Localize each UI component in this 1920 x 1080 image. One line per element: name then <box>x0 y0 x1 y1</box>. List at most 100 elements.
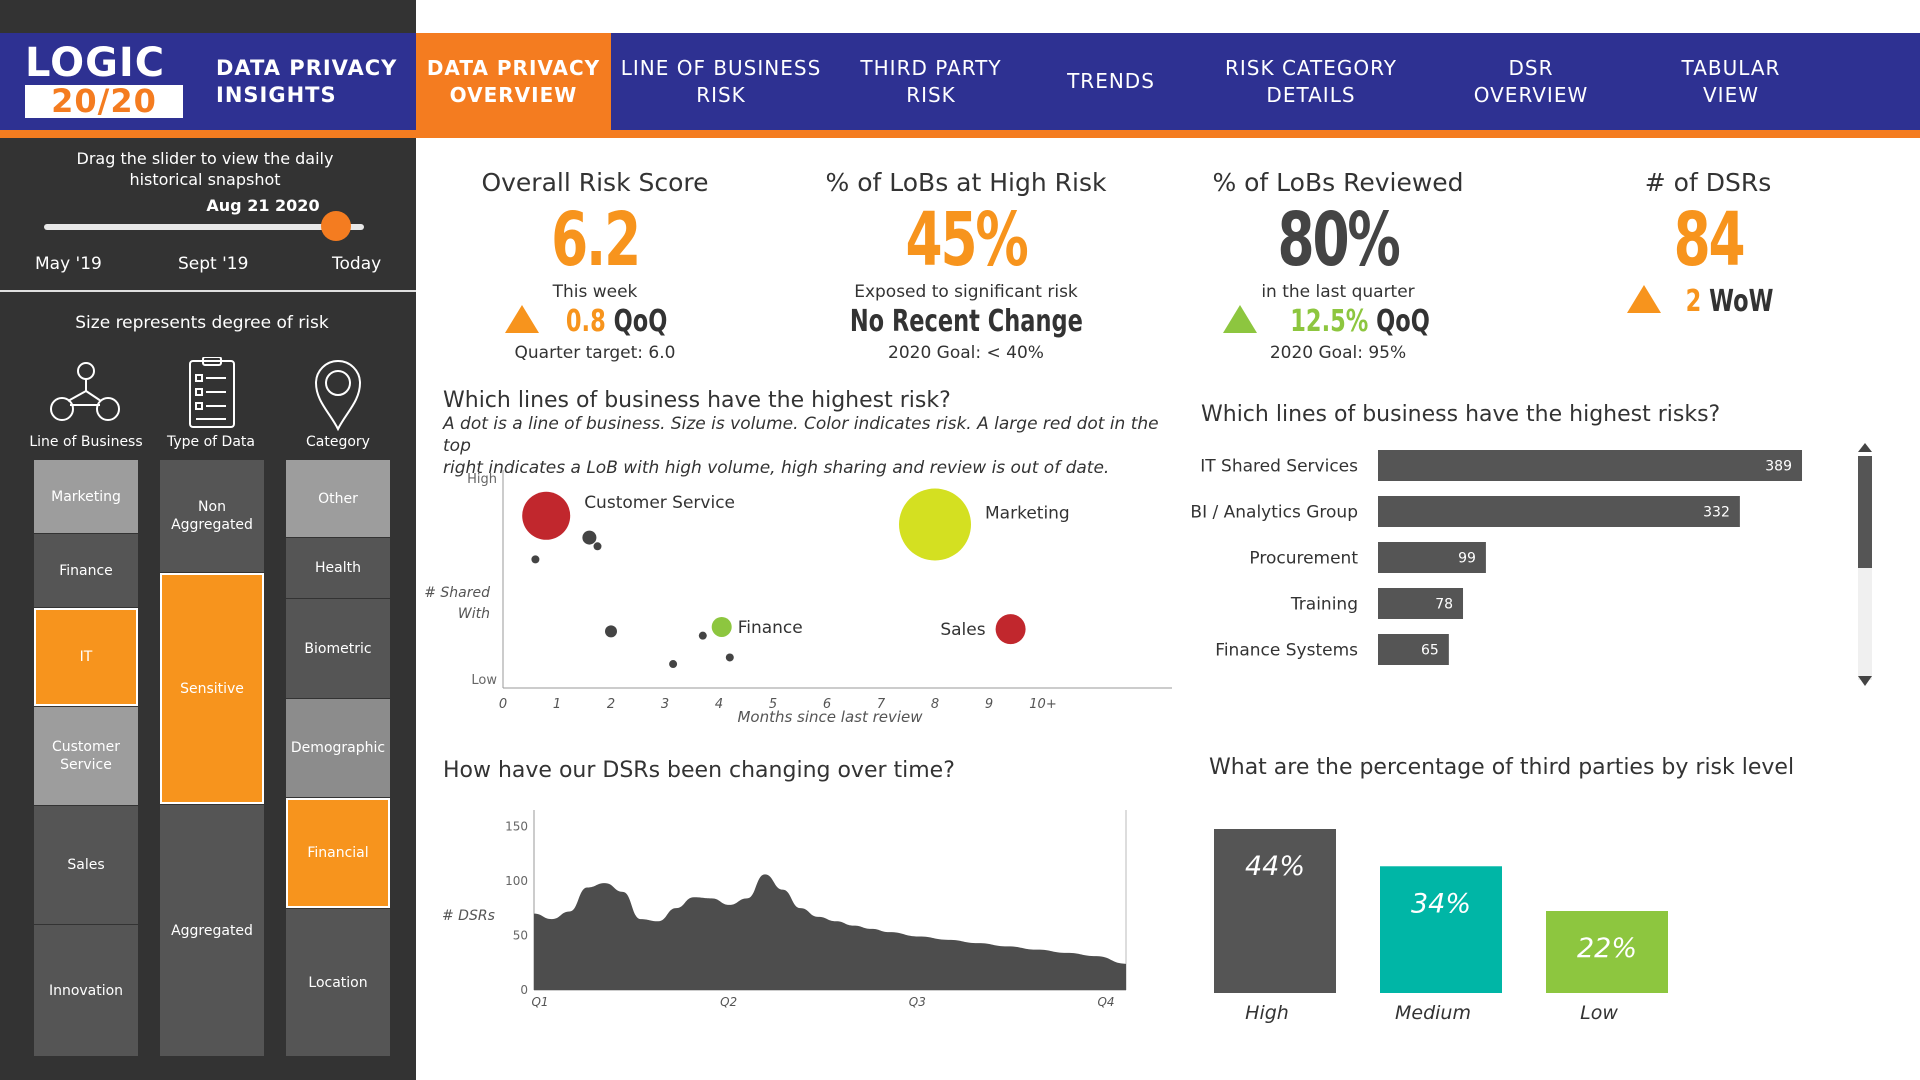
slider-handle[interactable] <box>321 211 351 241</box>
bar-value-label: 78 <box>1435 597 1453 613</box>
scatter-point <box>669 660 678 669</box>
treemap-tile[interactable]: IT <box>34 608 138 706</box>
kpi-lobs-high-risk: % of LoBs at High Risk 45% Exposed to si… <box>806 168 1126 364</box>
x-tick-label: 3 <box>661 697 669 712</box>
y-axis-label: # DSRs <box>442 908 495 924</box>
kpi-footnote: 2020 Goal: < 40% <box>888 343 1044 363</box>
slider-track[interactable] <box>44 224 364 230</box>
left-panel: LOGIC 20/20 DATA PRIVACY INSIGHTS Drag t… <box>0 0 416 1080</box>
bar-value-label: 99 <box>1458 551 1476 567</box>
bar-category-label: High <box>1245 1002 1289 1024</box>
kpi-change-value: No Recent Change <box>849 304 1083 339</box>
kpi-subtitle: This week <box>552 282 638 302</box>
tab-dsr-overview[interactable]: DSR OVERVIEW <box>1473 55 1589 107</box>
treemap-tile[interactable]: Customer Service <box>34 707 138 805</box>
treemap-tile[interactable]: Non Aggregated <box>160 460 264 572</box>
x-tick-label: 2 <box>607 697 615 712</box>
x-tick-label: 10+ <box>1029 697 1056 712</box>
treemap-tile[interactable]: Other <box>286 460 390 537</box>
network-icon <box>50 362 120 421</box>
scatter-point-label: Marketing <box>985 504 1070 524</box>
scatter-point-label: Finance <box>738 618 803 638</box>
treemap-tile[interactable]: Sales <box>34 806 138 924</box>
kpi-value: 6.2 <box>551 197 641 283</box>
bar-category-label: IT Shared Services <box>1200 457 1358 477</box>
bar-category-label: Finance Systems <box>1215 641 1358 661</box>
tab-line-of-business-risk[interactable]: LINE OF BUSINESS RISK <box>620 55 822 107</box>
treemap-tile[interactable]: Location <box>286 909 390 1056</box>
kpi-change-suffix: WoW <box>1709 284 1774 319</box>
tab-data-privacy-overview[interactable]: DATA PRIVACY OVERVIEW <box>416 33 611 130</box>
treemap-tile[interactable]: Finance <box>34 534 138 607</box>
tab-trends[interactable]: TRENDS <box>1067 69 1155 93</box>
scatter-point <box>582 530 597 545</box>
tab-tabular-view[interactable]: TABULAR VIEW <box>1681 55 1781 107</box>
logo[interactable]: LOGIC 20/20 <box>25 43 187 119</box>
y-axis-high-label: High <box>467 472 497 487</box>
bar <box>1214 829 1336 993</box>
treemap-tile[interactable]: Innovation <box>34 925 138 1056</box>
treemap-tile[interactable]: Demographic <box>286 699 390 797</box>
tab-risk-category-details[interactable]: RISK CATEGORY DETAILS <box>1225 55 1397 107</box>
bar-value-label: 389 <box>1765 459 1792 475</box>
trend-up-icon <box>1222 305 1257 333</box>
app-title: DATA PRIVACY INSIGHTS <box>216 55 406 109</box>
scroll-up-icon[interactable] <box>1858 443 1872 452</box>
bar-category-label: Medium <box>1395 1002 1471 1024</box>
x-tick-label: 1 <box>553 697 561 712</box>
logo-top-text: LOGIC <box>25 40 166 86</box>
x-tick-label: Q1 <box>531 995 548 1009</box>
treemap-tile[interactable]: Aggregated <box>160 805 264 1056</box>
scatter-point <box>522 491 571 540</box>
top-navigation: DATA PRIVACY OVERVIEW LINE OF BUSINESS RIS… <box>416 33 1920 130</box>
lob-risk-bar-chart: IT Shared Services 389 BI / Analytics Grou… <box>1190 443 1872 686</box>
treemap-tile[interactable]: Marketing <box>34 460 138 533</box>
kpi-value: 80% <box>1277 197 1400 283</box>
kpi-value: 45% <box>905 197 1028 283</box>
x-tick-label: 5 <box>769 697 777 712</box>
date-slider-section: Drag the slider to view the daily histor… <box>0 138 416 290</box>
treemap-tile[interactable]: Financial <box>286 798 390 908</box>
y-axis-label: # Shared <box>424 585 490 601</box>
scatter-point <box>995 614 1026 645</box>
kpi-lobs-reviewed: % of LoBs Reviewed 80% in the last quart… <box>1178 168 1498 364</box>
y-tick-label: 0 <box>520 983 528 997</box>
kpi-subtitle: Exposed to significant risk <box>854 282 1078 302</box>
scatter-point <box>725 653 734 662</box>
dsr-trend-area-chart: 0 50 100 150 # DSRs Q1 Q2 Q3 Q4 <box>442 810 1127 1009</box>
area-title: How have our DSRs been changing over tim… <box>443 758 955 783</box>
slider-label-end: Today <box>332 254 382 274</box>
scatter-point <box>711 616 732 637</box>
tab-third-party-risk[interactable]: THIRD PARTY RISK <box>860 55 1002 107</box>
bar-value-label: 34% <box>1411 888 1471 919</box>
x-tick-label: 4 <box>715 697 723 712</box>
kpi-title: Overall Risk Score <box>481 168 709 197</box>
kpi-value: 84 <box>1673 197 1745 283</box>
divider <box>0 290 416 292</box>
scrollbar-thumb[interactable] <box>1858 456 1872 568</box>
treemap-caption: Size represents degree of risk <box>75 313 329 333</box>
scroll-down-icon[interactable] <box>1858 676 1872 686</box>
kpi-change-suffix: QoQ <box>613 304 668 339</box>
treemap-tile[interactable]: Sensitive <box>160 573 264 804</box>
x-tick-label: 8 <box>931 697 939 712</box>
y-tick-label: 50 <box>513 928 528 942</box>
x-tick-label: 6 <box>823 697 831 712</box>
kpi-change-suffix: QoQ <box>1376 304 1430 339</box>
treemap-tile[interactable]: Health <box>286 538 390 598</box>
header-accent-bar <box>0 130 416 138</box>
scatter-description: A dot is a line of business. Size is vol… <box>443 414 1159 478</box>
treemap-column-label: Line of Business <box>29 434 143 450</box>
y-axis-label: With <box>458 606 490 622</box>
scatter-point-label: Customer Service <box>584 493 735 513</box>
dsr-area-series <box>534 874 1126 990</box>
nav-accent-bar <box>416 130 1920 138</box>
kpi-overall-risk-score: Overall Risk Score 6.2 This week 0.8 QoQ… <box>435 168 755 364</box>
location-pin-icon <box>314 360 362 432</box>
y-axis-low-label: Low <box>471 673 497 688</box>
kpi-change-value: 0.8 <box>566 304 607 339</box>
trend-up-icon <box>1627 285 1662 313</box>
treemap-tile[interactable]: Biometric <box>286 599 390 698</box>
kpi-title: # of DSRs <box>1644 168 1772 197</box>
bar-category-label: Training <box>1290 595 1358 615</box>
